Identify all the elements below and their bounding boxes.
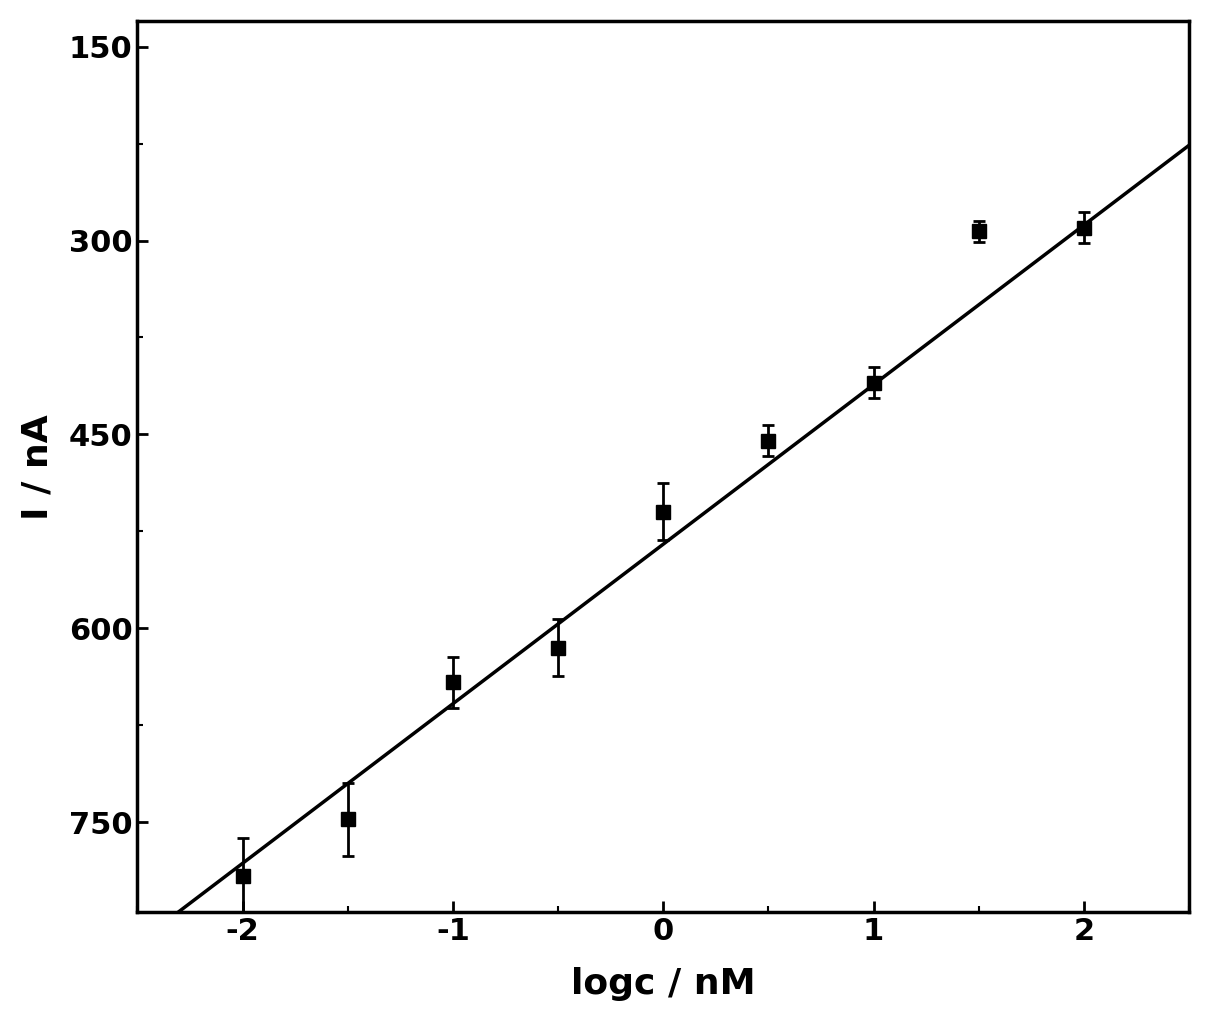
- X-axis label: logc / nM: logc / nM: [571, 967, 755, 1002]
- Y-axis label: I / nA: I / nA: [21, 414, 54, 519]
